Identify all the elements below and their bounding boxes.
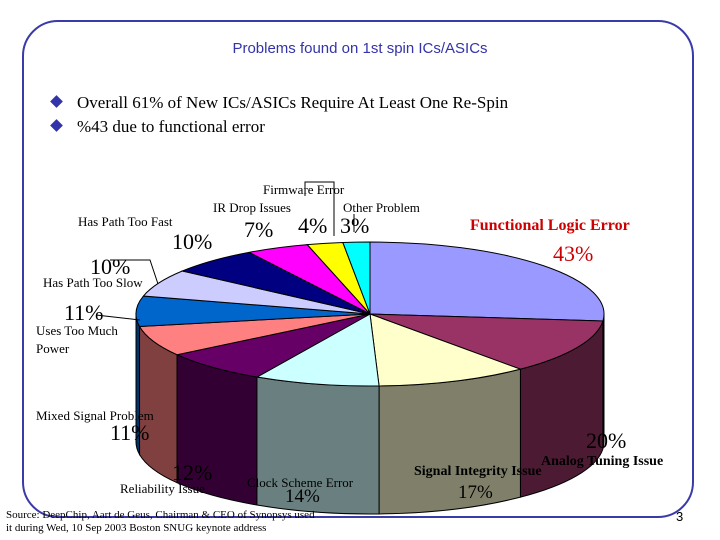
label-has-path-too-slow: Has Path Too Slow bbox=[43, 275, 143, 290]
slice-analog-tuning-issue bbox=[369, 313, 604, 370]
label-clock-scheme-error: Clock Scheme Error bbox=[247, 475, 354, 490]
value-label-signal-integrity-issue: 17% bbox=[458, 482, 493, 503]
label-analog-tuning-issue: Analog Tuning Issue bbox=[541, 454, 664, 469]
slice-other-problem bbox=[342, 241, 371, 315]
label-uses-too-much-power: Uses Too Much Power bbox=[36, 323, 118, 356]
value-label-functional-logic-error: 43% bbox=[553, 241, 594, 266]
leader-line-has-path-too-slow bbox=[110, 259, 159, 285]
slice-clock-scheme-error bbox=[255, 313, 380, 387]
value-label-uses-too-much-power: 11% bbox=[64, 300, 104, 325]
leader-line-uses-too-much-power bbox=[95, 314, 141, 321]
label-reliability-issue: Reliability Issue bbox=[120, 481, 205, 496]
value-label-other-problem: 3% bbox=[340, 213, 370, 238]
slide-title: Problems found on 1st spin ICs/ASICs bbox=[232, 40, 488, 57]
value-label-firmware-error: 4% bbox=[298, 213, 328, 238]
value-label-mixed-signal-problem: 11% bbox=[110, 420, 150, 445]
bullet-2-text: %43 due to functional error bbox=[77, 117, 265, 136]
slice-signal-integrity-issue bbox=[369, 313, 523, 387]
label-has-path-too-fast: Has Path Too Fast bbox=[78, 214, 173, 229]
value-label-analog-tuning-issue: 20% bbox=[586, 428, 627, 453]
source-line-1: Source: DeepChip, Aart de Geus, Chairman… bbox=[6, 509, 315, 521]
value-label-ir-drop-issues: 7% bbox=[244, 217, 274, 242]
label-functional-logic-error: Functional Logic Error bbox=[470, 217, 630, 234]
value-label-clock-scheme-error: 14% bbox=[285, 486, 320, 507]
bullet-1: Overall 61% of New ICs/ASICs Require At … bbox=[50, 93, 509, 113]
slide-frame bbox=[22, 20, 694, 518]
source-note: Source: DeepChip, Aart de Geus, Chairman… bbox=[6, 509, 315, 535]
label-firmware-error: Firmware Error bbox=[263, 182, 345, 197]
slice-reliability-issue bbox=[175, 313, 371, 378]
value-label-reliability-issue: 12% bbox=[172, 460, 213, 485]
slice-functional-logic-error bbox=[369, 241, 605, 322]
label-signal-integrity-issue: Signal Integrity Issue bbox=[414, 464, 542, 479]
label-ir-drop-issues: IR Drop Issues bbox=[213, 200, 291, 215]
source-line-2: it during Wed, 10 Sep 2003 Boston SNUG k… bbox=[6, 522, 267, 534]
page-number: 3 bbox=[676, 509, 684, 524]
leader-line-firmware-error bbox=[304, 181, 335, 236]
bullet-2: %43 due to functional error bbox=[50, 117, 265, 137]
label-other-problem: Other Problem bbox=[343, 200, 420, 215]
value-label-has-path-too-slow: 10% bbox=[90, 254, 131, 279]
value-label-has-path-too-fast: 10% bbox=[172, 229, 213, 254]
bullet-1-text: Overall 61% of New ICs/ASICs Require At … bbox=[77, 93, 509, 112]
label-mixed-signal-problem: Mixed Signal Problem bbox=[36, 408, 154, 423]
slice-side-signal-integrity-issue bbox=[378, 368, 521, 515]
